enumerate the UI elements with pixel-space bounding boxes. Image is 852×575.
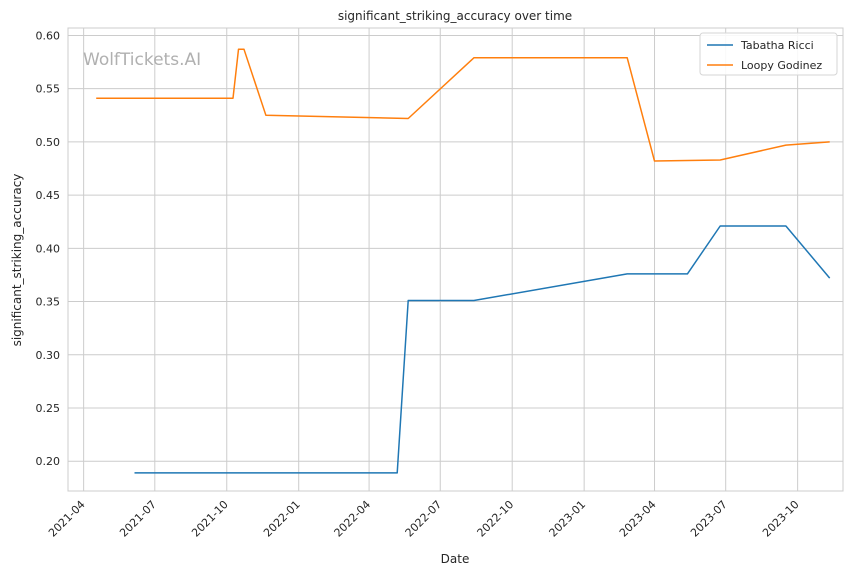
- y-tick-label: 0.35: [36, 296, 61, 309]
- x-tick-label: 2023-04: [617, 498, 659, 540]
- y-tick-label: 0.50: [36, 136, 61, 149]
- y-axis: 0.20 0.25 0.30 0.35 0.40 0.45 0.50 0.55 0.60: [36, 29, 61, 468]
- y-tick-label: 0.45: [36, 189, 61, 202]
- legend-label-loopy-godinez: Loopy Godinez: [741, 59, 822, 72]
- y-tick-label: 0.20: [36, 455, 61, 468]
- y-tick-label: 0.25: [36, 402, 61, 415]
- series-lines: [96, 48, 831, 474]
- x-tick-label: 2021-10: [189, 498, 231, 540]
- x-tick-label: 2022-01: [261, 498, 303, 540]
- x-tick-label: 2021-07: [117, 498, 159, 540]
- plot-area: [67, 27, 844, 492]
- y-tick-label: 0.30: [36, 349, 61, 362]
- series-line-loopy-godinez: [96, 48, 830, 162]
- grid: [68, 28, 843, 491]
- x-tick-label: 2023-10: [760, 498, 802, 540]
- x-tick-label: 2021-04: [46, 498, 88, 540]
- legend: Tabatha Ricci Loopy Godinez: [699, 32, 838, 76]
- x-tick-label: 2023-07: [688, 498, 730, 540]
- y-axis-label: significant_striking_accuracy: [10, 174, 24, 347]
- chart-title: significant_striking_accuracy over time: [338, 9, 572, 23]
- x-axis-label: Date: [441, 552, 470, 566]
- x-tick-label: 2022-07: [403, 498, 445, 540]
- watermark: WolfTickets.AI: [83, 50, 201, 70]
- y-tick-label: 0.40: [36, 242, 61, 255]
- x-tick-label: 2022-10: [475, 498, 517, 540]
- y-tick-label: 0.55: [36, 83, 61, 96]
- x-tick-label: 2022-04: [332, 498, 374, 540]
- legend-label-tabatha-ricci: Tabatha Ricci: [740, 39, 814, 52]
- legend-box: [699, 32, 838, 76]
- x-axis: 2021-04 2021-07 2021-10 2022-01 2022-04 2022-…: [46, 498, 802, 540]
- y-tick-label: 0.60: [36, 29, 61, 42]
- series-line-tabatha-ricci: [134, 225, 831, 474]
- x-tick-label: 2023-01: [547, 498, 589, 540]
